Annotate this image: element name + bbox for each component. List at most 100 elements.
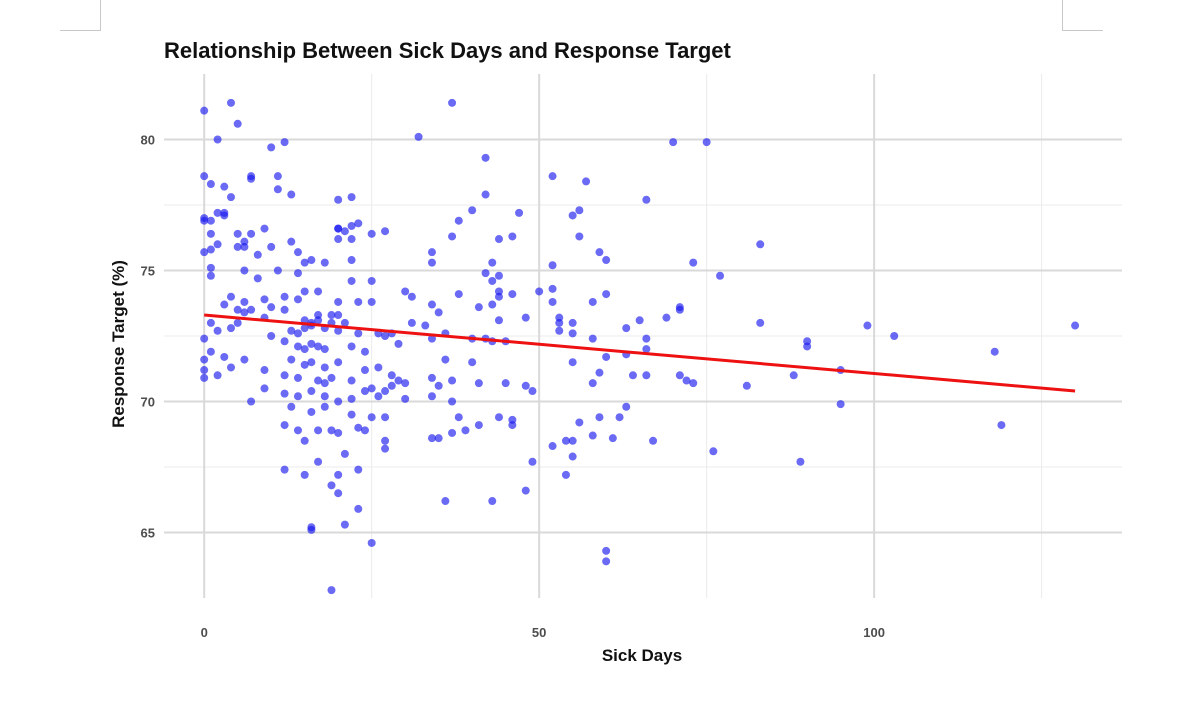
data-point [240,308,249,317]
data-point [595,248,604,257]
data-point [796,457,805,466]
data-point [434,381,443,390]
data-point [555,326,564,335]
data-point [226,324,235,333]
data-point [233,119,242,128]
data-point [521,486,530,495]
data-point [548,261,557,270]
data-point [253,274,262,283]
data-point [448,428,457,437]
data-point [354,329,363,338]
data-point [287,326,296,335]
data-point [642,371,651,380]
data-point [568,211,577,220]
data-point [642,334,651,343]
data-point [588,431,597,440]
data-point [367,276,376,285]
data-point [1071,321,1080,330]
data-point [669,138,678,147]
data-point [468,206,477,215]
data-point [287,190,296,199]
trend-line [204,313,1076,393]
data-point [280,371,289,380]
x-tick-label: 100 [863,625,885,640]
data-point [206,318,215,327]
data-point [649,436,658,445]
data-point [474,421,483,430]
data-point [575,206,584,215]
data-point [387,371,396,380]
data-point [568,329,577,338]
data-point [528,457,537,466]
data-point [381,227,390,236]
data-point [803,342,812,351]
data-point [454,216,463,225]
data-point [401,287,410,296]
data-point [240,297,249,306]
data-point [997,421,1006,430]
data-point [293,373,302,382]
data-point [568,318,577,327]
data-point [528,387,537,396]
data-point [220,208,229,217]
data-point [515,208,524,217]
data-point [582,177,591,186]
data-point [347,193,356,202]
data-point [280,465,289,474]
data-point [347,410,356,419]
data-point [314,376,323,385]
data-point [307,256,316,265]
data-point [200,355,209,364]
data-point [240,266,249,275]
data-point [595,368,604,377]
data-point [602,352,611,361]
data-point [200,106,209,115]
data-point [354,297,363,306]
data-point [327,311,336,320]
data-point [555,318,564,327]
data-point [615,413,624,422]
data-point [334,358,343,367]
data-point [488,497,497,506]
data-point [334,235,343,244]
chart-title: Relationship Between Sick Days and Respo… [164,38,732,63]
data-point [521,381,530,390]
data-point [448,98,457,107]
data-point [314,316,323,325]
data-point [300,287,309,296]
page-corner-top-left [60,0,101,31]
data-point [488,300,497,309]
data-point [716,271,725,280]
data-point [367,297,376,306]
data-point [320,258,329,267]
data-point [602,557,611,566]
data-point [427,392,436,401]
data-point [280,292,289,301]
data-point [206,271,215,280]
data-point [367,384,376,393]
data-point [334,297,343,306]
data-point [568,358,577,367]
data-point [448,376,457,385]
data-point [401,394,410,403]
data-point [200,172,209,181]
data-point [307,387,316,396]
data-point [354,465,363,474]
data-point [300,470,309,479]
data-point [494,271,503,280]
data-point [427,434,436,443]
data-point [334,326,343,335]
data-point [347,221,356,230]
data-point [293,329,302,338]
data-point [481,153,490,162]
data-point [360,347,369,356]
data-point [206,245,215,254]
data-point [327,373,336,382]
data-point [226,363,235,372]
data-point [287,355,296,364]
data-point [602,256,611,265]
data-point [347,342,356,351]
data-point [206,263,215,272]
data-point [427,373,436,382]
data-point [233,318,242,327]
